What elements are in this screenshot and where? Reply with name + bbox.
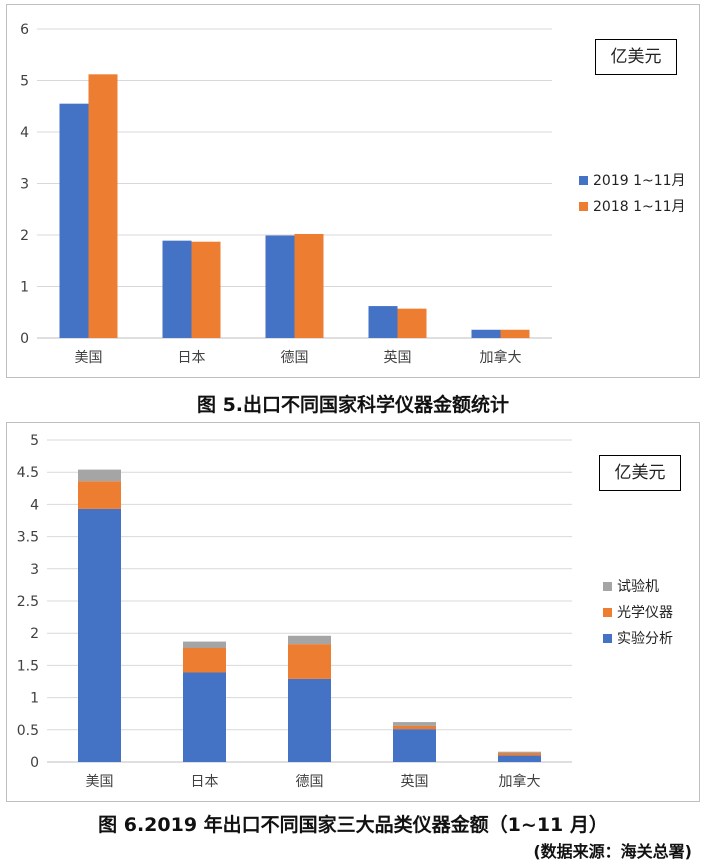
x-tick-label: 德国	[281, 350, 309, 366]
bar-1	[78, 508, 121, 762]
bar-series-1	[265, 235, 295, 338]
bar-2	[78, 481, 121, 509]
bar-1	[183, 672, 226, 762]
chart2-svg: 0 0.5 1 1.5 2 2.5 3 3.5 4 4.5 5 美国 日本 德国 英国 加拿大 试验机光学仪器实…	[17, 433, 673, 790]
y-tick-label: 0	[30, 755, 39, 771]
chart2-caption: 图 6.2019 年出口不同国家三大品类仪器金额（1~11 月）	[98, 814, 608, 836]
x-tick-label: 加拿大	[499, 773, 541, 790]
y-tick-label: 4.5	[17, 465, 39, 481]
y-tick-label: 2.5	[17, 594, 39, 610]
x-tick-label: 德国	[296, 774, 324, 790]
bar-3	[288, 635, 331, 645]
x-tick-label: 美国	[75, 350, 103, 366]
bar-3	[393, 722, 436, 726]
x-tick-label: 英国	[384, 349, 412, 366]
bar-series-2	[397, 308, 427, 338]
legend-swatch	[603, 582, 612, 591]
y-tick-label: 3.5	[17, 530, 39, 546]
y-tick-label: 4	[30, 497, 39, 513]
y-tick-label: 0	[20, 331, 29, 347]
bar-series-1	[471, 329, 501, 338]
bar-series-2	[191, 241, 221, 338]
bar-2	[498, 752, 541, 756]
y-tick-label: 6	[20, 22, 29, 38]
y-tick-label: 5	[30, 433, 39, 449]
bar-3	[498, 751, 541, 753]
legend-swatch	[603, 634, 612, 643]
y-tick-label: 5	[20, 74, 29, 90]
y-tick-label: 3	[30, 562, 39, 578]
bar-2	[393, 725, 436, 730]
chart1-panel: 0 1 2 3 4 5 6 美国 日本 德国 英国 加拿大 2019 1~11月 2018 1~11月 亿…	[6, 4, 700, 378]
bar-1	[393, 729, 436, 762]
chart2-unit-label: 亿美元	[599, 455, 681, 491]
data-source-note: (数据来源：海关总署)	[533, 842, 692, 861]
x-tick-label: 加拿大	[480, 349, 522, 366]
legend-label: 光学仪器	[617, 605, 673, 621]
bar-series-2	[500, 329, 530, 338]
bar-2	[288, 644, 331, 679]
chart1-caption: 图 5.出口不同国家科学仪器金额统计	[196, 394, 510, 416]
x-tick-label: 英国	[401, 773, 429, 790]
y-tick-label: 1.5	[17, 658, 39, 674]
legend-swatch	[579, 202, 588, 211]
y-tick-label: 4	[20, 125, 29, 141]
y-tick-label: 3	[20, 177, 29, 193]
legend-label: 实验分析	[617, 631, 673, 647]
bar-series-2	[88, 74, 118, 338]
bar-series-1	[368, 306, 398, 338]
bar-1	[498, 755, 541, 762]
bar-1	[288, 678, 331, 762]
y-tick-label: 1	[20, 280, 29, 296]
bar-3	[78, 469, 121, 482]
bar-2	[183, 648, 226, 673]
chart2-panel: 0 0.5 1 1.5 2 2.5 3 3.5 4 4.5 5 美国 日本 德国 英国 加拿大 试验机光学仪器实…	[6, 422, 700, 802]
x-tick-label: 日本	[178, 350, 206, 366]
bar-3	[183, 641, 226, 649]
legend-label: 2018 1~11月	[593, 199, 686, 215]
x-tick-label: 美国	[86, 774, 114, 790]
bar-series-1	[162, 240, 192, 338]
y-tick-label: 1	[30, 691, 39, 707]
y-tick-label: 2	[20, 228, 29, 244]
bar-series-2	[294, 233, 324, 338]
chart1-unit-label: 亿美元	[595, 39, 677, 75]
y-tick-label: 2	[30, 626, 39, 642]
y-tick-label: 0.5	[17, 723, 39, 739]
x-tick-label: 日本	[191, 774, 219, 790]
bar-series-1	[59, 103, 89, 338]
legend-label: 试验机	[617, 579, 659, 595]
legend-label: 2019 1~11月	[593, 173, 686, 189]
legend-swatch	[579, 176, 588, 185]
chart1-svg: 0 1 2 3 4 5 6 美国 日本 德国 英国 加拿大 2019 1~11月 2018 1~11月	[20, 22, 686, 366]
legend-swatch	[603, 608, 612, 617]
